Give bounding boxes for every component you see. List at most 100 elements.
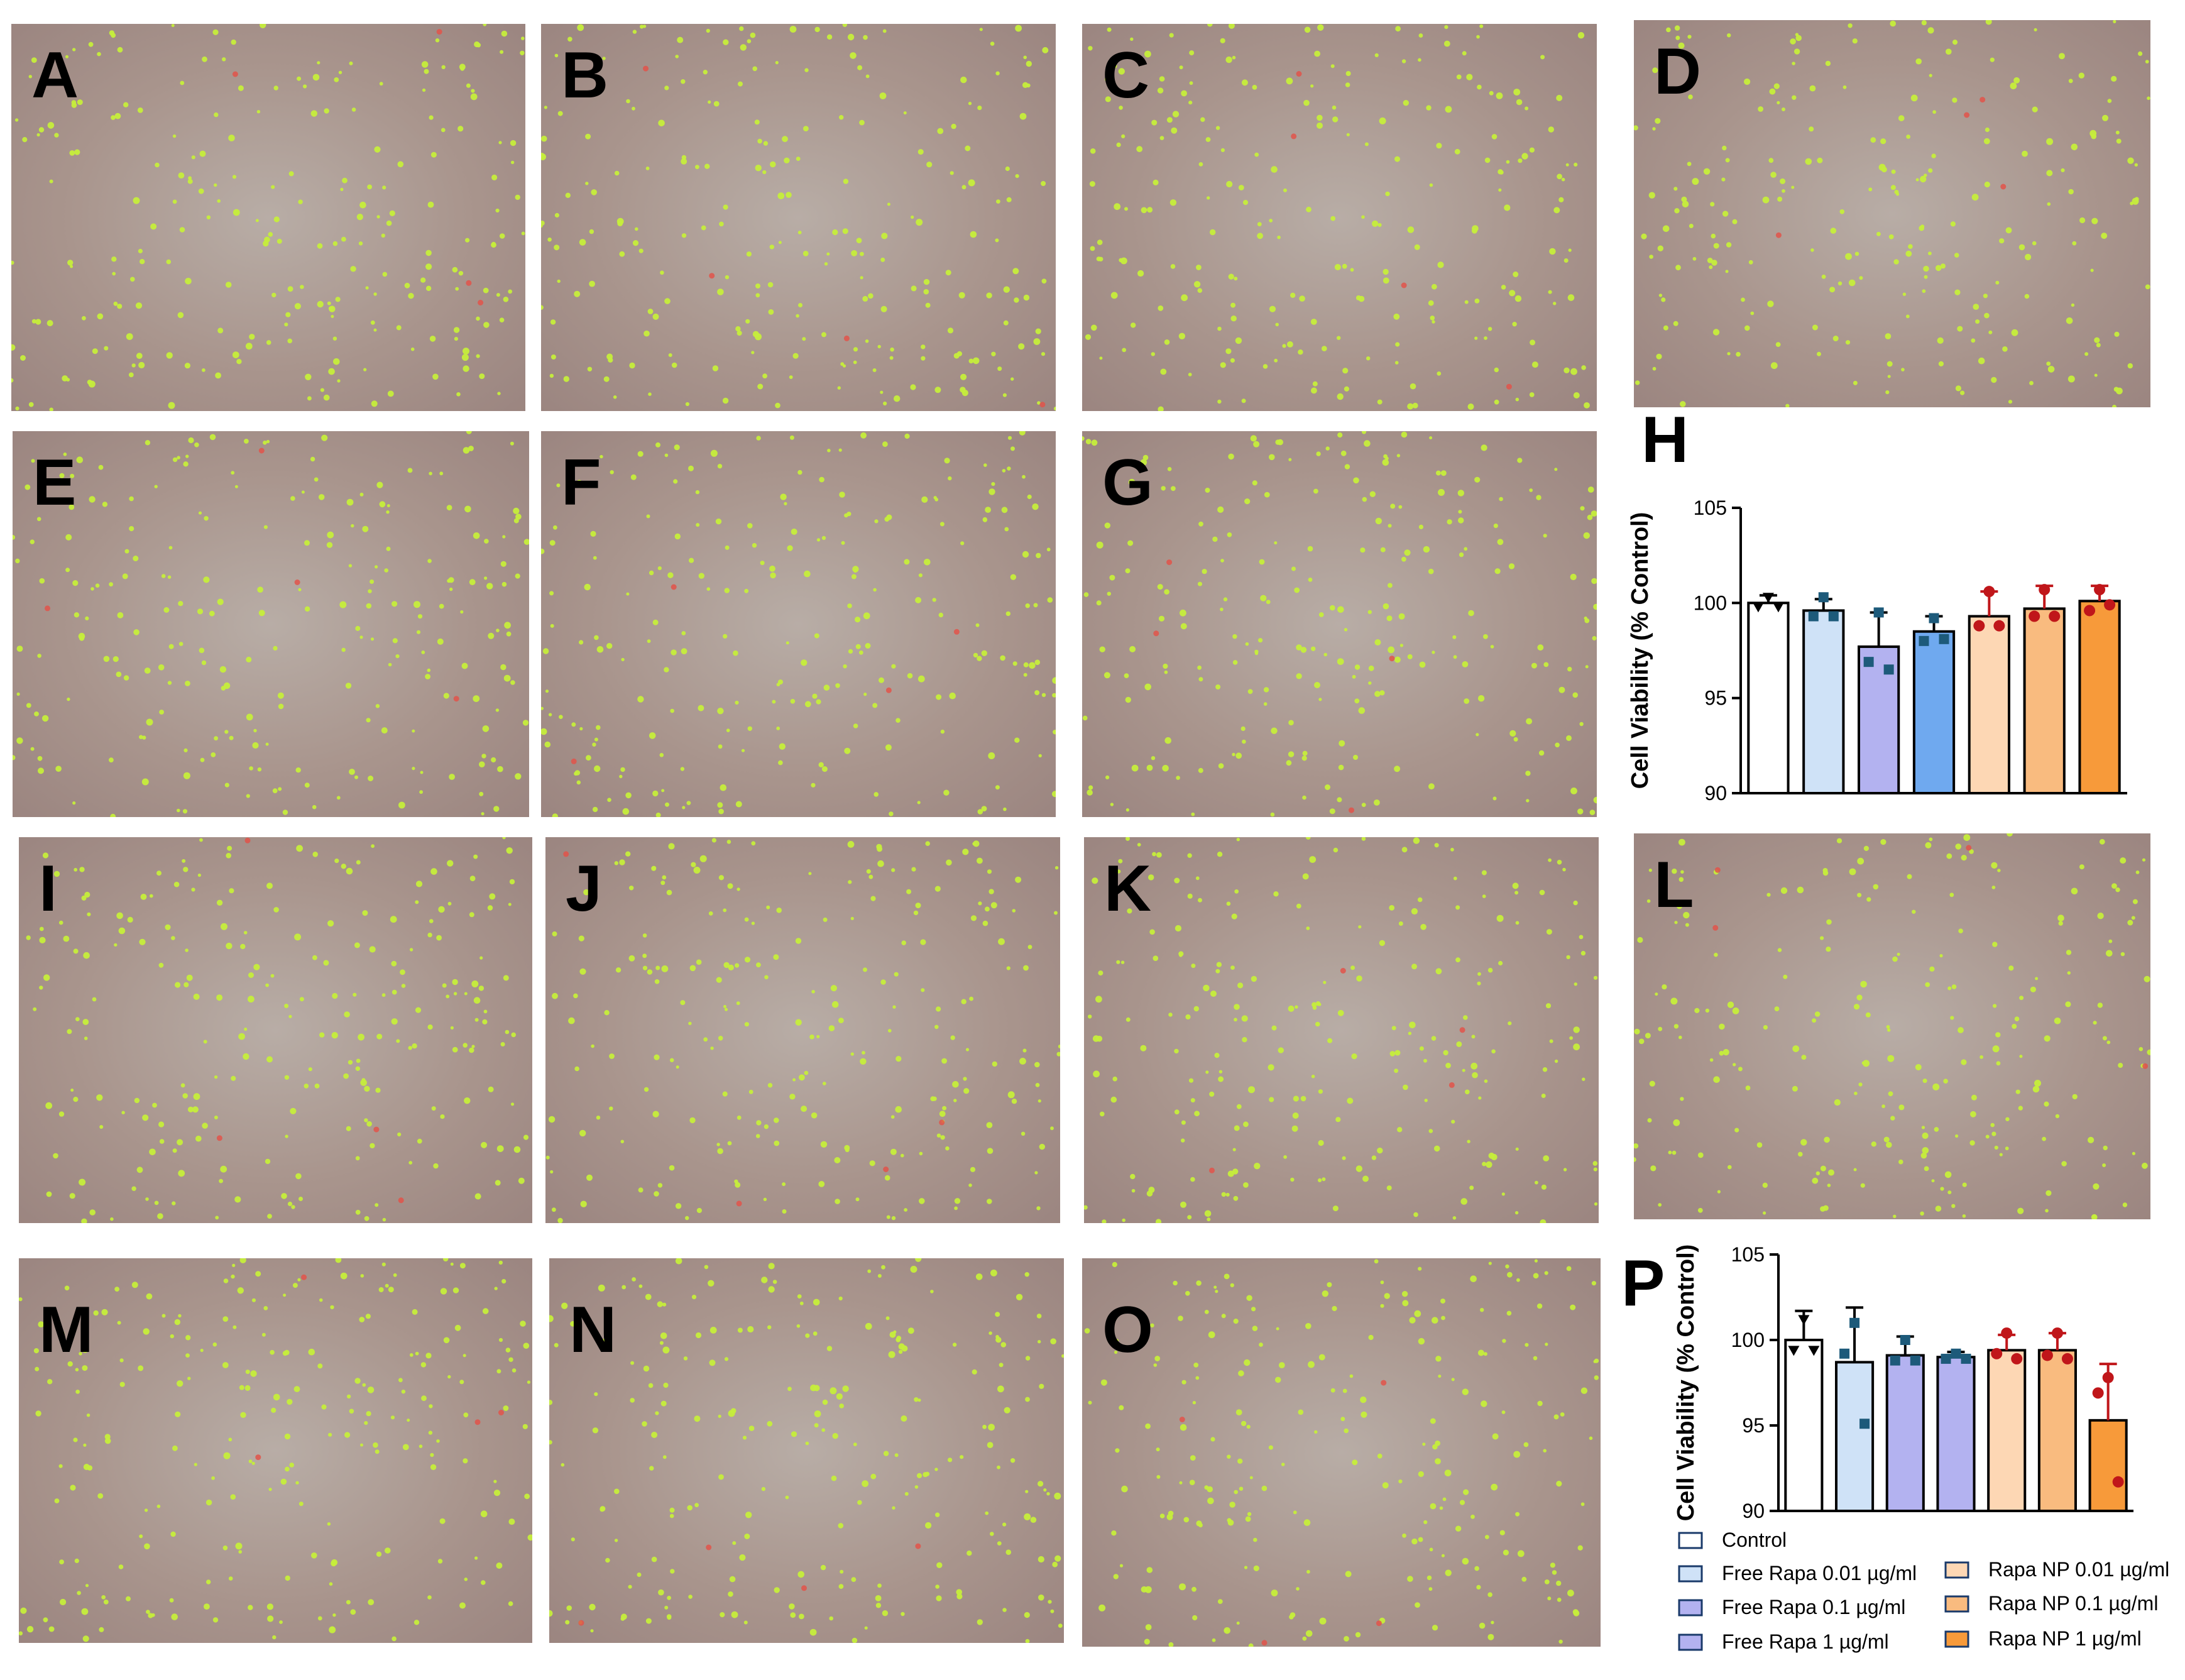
live-cell-dot [75,1390,80,1394]
cell-dots [26,837,529,1223]
live-cell-dot [298,1197,303,1201]
live-cell-dot [1160,368,1167,375]
live-cell-dot [1196,265,1202,270]
live-cell-dot [339,601,347,608]
live-cell-dot [831,1001,839,1008]
live-cell-dot [664,298,671,304]
live-cell-dot [295,767,301,773]
live-cell-dot [688,1021,692,1025]
data-point [1890,1355,1900,1366]
live-cell-dot [1355,1632,1361,1638]
live-cell-dot [1675,35,1680,40]
live-cell-dot [1026,60,1032,67]
live-cell-dot [986,1122,993,1128]
live-cell-dot [99,1125,104,1129]
live-cell-dot [888,1351,895,1358]
live-cell-dot [1412,402,1418,409]
live-cell-dot [682,806,686,810]
live-cell-dot [366,603,372,609]
live-cell-dot [1022,551,1029,558]
live-cell-dot [1988,330,1993,334]
cell-dots [1084,1259,1599,1647]
live-cell-dot [1853,1168,1857,1172]
live-cell-dot [1278,1047,1284,1053]
live-cell-dot [256,110,261,114]
live-cell-dot [185,948,189,952]
live-cell-dot [1227,532,1232,537]
live-cell-dot [85,616,89,620]
live-cell-dot [708,100,711,104]
live-cell-dot [1015,876,1022,883]
live-cell-dot [1647,1118,1652,1123]
live-cell-dot [629,886,634,891]
live-cell-dot [1208,1331,1215,1339]
live-cell-dot [986,292,992,299]
live-cell-dot [1033,603,1038,608]
data-point [1991,1348,2003,1359]
live-cell-dot [199,838,203,842]
live-cell-dot [1288,751,1295,757]
live-cell-dot [652,313,659,320]
live-cell-dot [498,1260,503,1265]
live-cell-dot [284,322,288,327]
live-cell-dot [368,589,372,593]
live-cell-dot [1951,1204,1956,1208]
live-cell-dot [217,199,221,203]
live-cell-dot [246,656,252,662]
live-cell-dot [1388,524,1392,528]
live-cell-dot [1001,507,1008,513]
live-cell-dot [31,57,37,63]
live-cell-dot [1814,1011,1821,1017]
live-cell-dot [327,531,334,539]
live-cell-dot [1648,869,1652,872]
live-cell-dot [362,910,368,916]
live-cell-dot [1556,1580,1562,1586]
live-cell-dot [1711,260,1717,266]
live-cell-dot [290,496,295,501]
live-cell-dot [429,919,434,923]
live-cell-dot [1082,436,1085,441]
live-cell-dot [427,668,430,673]
dead-cell-dot [1401,282,1407,288]
live-cell-dot [223,1452,231,1459]
live-cell-dot [139,735,143,739]
live-cell-dot [651,1556,657,1562]
live-cell-dot [354,775,358,779]
live-cell-dot [415,1007,422,1013]
live-cell-dot [312,852,319,857]
live-cell-dot [1954,289,1961,295]
live-cell-dot [1589,810,1596,815]
dead-cell-dot [1775,232,1782,238]
live-cell-dot [789,435,794,440]
live-cell-dot [710,1046,714,1050]
live-cell-dot [1734,1128,1739,1133]
live-cell-dot [503,674,511,682]
live-cell-dot [202,56,207,62]
live-cell-dot [427,201,434,208]
live-cell-dot [1146,764,1153,771]
live-cell-dot [2097,1002,2103,1008]
live-cell-dot [1154,1356,1161,1361]
live-cell-dot [1354,698,1360,704]
live-cell-dot [1002,1522,1007,1527]
live-cell-dot [145,440,151,446]
live-cell-dot [1678,838,1685,846]
live-cell-dot [1157,584,1163,590]
live-cell-dot [1906,135,1910,139]
live-cell-dot [392,1636,397,1642]
live-cell-dot [863,967,867,972]
live-cell-dot [1453,876,1457,881]
live-cell-dot [1090,246,1095,251]
live-cell-dot [230,1494,236,1500]
live-cell-dot [826,1346,833,1351]
live-cell-dot [870,896,876,901]
live-cell-dot [183,748,188,752]
live-cell-dot [2034,28,2037,31]
dead-cell-dot [939,1119,945,1126]
live-cell-dot [1227,1454,1231,1459]
live-cell-dot [1041,693,1046,697]
live-cell-dot [2068,79,2073,84]
live-cell-dot [420,1362,427,1368]
live-cell-dot [553,525,557,530]
live-cell-dot [768,309,774,315]
